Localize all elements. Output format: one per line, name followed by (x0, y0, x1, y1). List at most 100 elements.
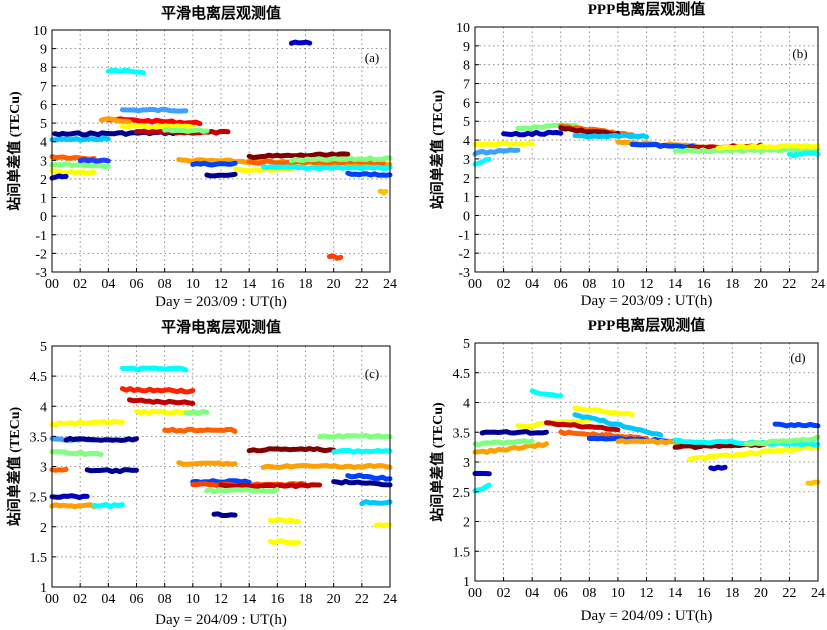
y-tick-label: -3 (35, 266, 47, 281)
y-tick-label: -3 (458, 266, 470, 281)
data-series (267, 538, 301, 546)
x-tick-label: 08 (158, 277, 172, 292)
y-tick-label: 4 (463, 134, 470, 149)
data-series (772, 421, 821, 429)
data-series (119, 386, 196, 395)
y-tick-label: 9 (463, 40, 470, 55)
x-axis-label: Day = 204/09 : UT(h) (581, 608, 713, 624)
data-series (183, 408, 210, 416)
data-series (377, 188, 389, 196)
x-tick-label: 10 (186, 277, 200, 292)
data-series (572, 405, 635, 418)
y-tick-label: 4.5 (30, 370, 48, 385)
data-series (119, 365, 189, 373)
y-tick-label: 10 (456, 21, 470, 36)
y-tick-label: 3 (463, 456, 470, 471)
x-axis-label: Day = 204/09 : UT(h) (155, 612, 287, 628)
data-series (63, 436, 139, 443)
y-tick-label: -1 (35, 229, 47, 244)
data-series (326, 253, 344, 261)
data-series (472, 482, 492, 494)
x-tick-label: 00 (45, 592, 59, 607)
data-series (529, 388, 564, 399)
data-series (267, 517, 301, 525)
x-tick-label: 14 (668, 586, 682, 601)
data-series (49, 168, 97, 176)
x-tick-label: 20 (327, 277, 341, 292)
y-tick-label: 1 (463, 191, 470, 206)
x-tick-label: 12 (640, 277, 654, 292)
y-tick-label: 2 (40, 173, 47, 188)
data-series (558, 125, 621, 138)
y-tick-label: -2 (35, 247, 47, 262)
x-tick-label: 00 (45, 277, 59, 292)
x-tick-label: 22 (355, 277, 369, 292)
y-tick-label: 5 (40, 117, 47, 132)
y-tick-label: 3.5 (30, 430, 48, 445)
x-tick-label: 02 (497, 277, 511, 292)
y-tick-label: 2 (463, 516, 470, 531)
y-tick-label: 1 (40, 192, 47, 207)
x-tick-label: 12 (214, 277, 228, 292)
x-tick-label: 02 (73, 277, 87, 292)
panel-label: (a) (365, 50, 379, 65)
data-series (501, 129, 564, 138)
y-tick-label: 1.5 (30, 551, 48, 566)
y-tick-label: 2 (40, 521, 47, 536)
x-tick-label: 04 (101, 592, 115, 607)
panel-c: 00 02 04 06 08 10 12 14 16 18 20 22 24 1 1.5 2 2.5 3 3.5 4 4… (6, 318, 397, 628)
data-series (479, 429, 549, 436)
data-series (162, 127, 210, 134)
y-tick-label: 0 (463, 209, 470, 224)
x-tick-label: 06 (554, 277, 568, 292)
y-tick-label: 4 (463, 397, 470, 412)
data-series (331, 478, 393, 488)
x-tick-label: 02 (73, 592, 87, 607)
y-tick-label: 0 (40, 210, 47, 225)
y-tick-label: 5 (463, 337, 470, 352)
y-tick-label: 8 (40, 61, 47, 76)
data-series (49, 161, 111, 170)
data-series (77, 157, 111, 164)
data-series (49, 493, 90, 500)
data-series (317, 433, 393, 440)
x-tick-label: 02 (497, 586, 511, 601)
x-tick-label: 14 (668, 277, 682, 292)
data-series (544, 420, 621, 433)
x-tick-label: 14 (242, 277, 256, 292)
panel-b: 00 02 04 06 08 10 12 14 16 18 20 22 24-3-2-101234567… (429, 0, 825, 309)
y-tick-label: 3.5 (453, 426, 471, 441)
chart-title: PPP电离层观测值 (588, 0, 706, 18)
chart-title: 平滑电离层观测值 (161, 318, 281, 336)
x-tick-label: 16 (697, 277, 711, 292)
x-tick-label: 06 (554, 586, 568, 601)
data-series (127, 397, 196, 406)
data-series (119, 106, 189, 114)
data-series (472, 156, 492, 167)
x-tick-label: 06 (130, 592, 144, 607)
x-tick-label: 12 (214, 592, 228, 607)
data-series (472, 438, 535, 448)
x-tick-label: 18 (725, 586, 739, 601)
data-series (359, 499, 393, 507)
data-series (472, 140, 535, 148)
y-tick-label: 8 (463, 59, 470, 74)
data-series (119, 123, 196, 131)
data-series (331, 447, 393, 455)
x-tick-label: 22 (782, 277, 796, 292)
y-axis-label: 站间单差值 (TECu) (6, 91, 23, 211)
chart-title: 平滑电离层观测值 (161, 4, 281, 22)
data-series (98, 116, 132, 125)
data-series (49, 418, 125, 428)
data-series (49, 135, 111, 143)
y-tick-label: 7 (463, 78, 470, 93)
y-tick-label: 5 (40, 340, 47, 355)
x-tick-label: 10 (611, 586, 625, 601)
y-axis-label: 站间单差值 (TECu) (6, 406, 23, 526)
panel-label: (c) (365, 366, 379, 381)
data-series (786, 150, 821, 159)
data-series (176, 460, 238, 467)
x-tick-label: 20 (754, 277, 768, 292)
data-series (218, 482, 323, 490)
